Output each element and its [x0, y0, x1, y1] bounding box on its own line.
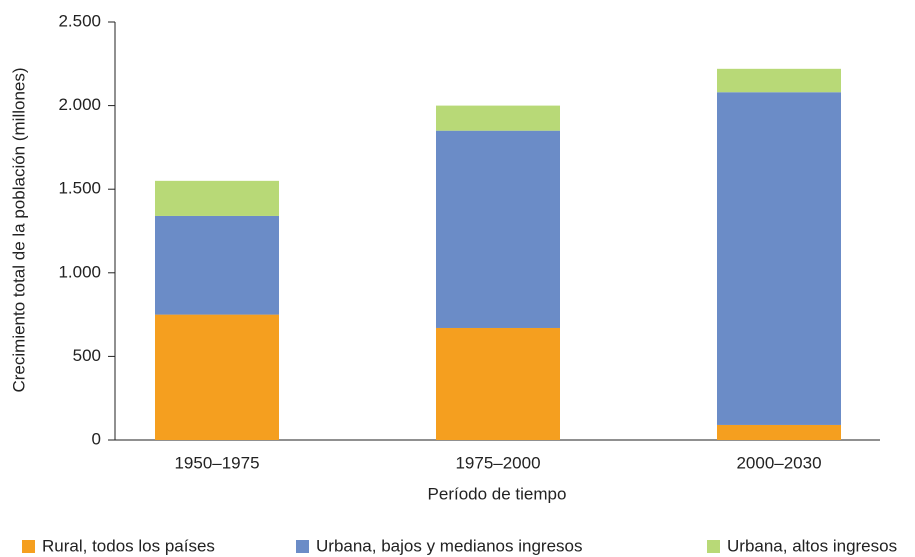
y-tick-label: 0 [92, 429, 101, 448]
legend-label: Urbana, altos ingresos [727, 536, 897, 555]
x-tick-label: 2000–2030 [736, 453, 821, 472]
y-tick-label: 2.500 [58, 11, 101, 30]
bar-segment [436, 105, 560, 131]
x-axis-label: Período de tiempo [428, 484, 567, 503]
legend-swatch [707, 540, 720, 553]
bar-segment [155, 215, 279, 315]
bar-segment [436, 327, 560, 440]
legend-label: Rural, todos los países [42, 536, 215, 555]
bar-segment [717, 424, 841, 440]
legend-label: Urbana, bajos y medianos ingresos [316, 536, 582, 555]
y-tick-label: 1.000 [58, 262, 101, 281]
y-tick-label: 1.500 [58, 179, 101, 198]
y-tick-label: 500 [73, 346, 101, 365]
bar-segment [717, 92, 841, 425]
bar-segment [155, 314, 279, 440]
y-tick-label: 2.000 [58, 95, 101, 114]
legend-swatch [296, 540, 309, 553]
legend-swatch [22, 540, 35, 553]
y-axis-label: Crecimiento total de la población (millo… [9, 67, 28, 392]
bar-segment [155, 180, 279, 216]
bar-segment [717, 68, 841, 93]
x-tick-label: 1950–1975 [174, 453, 259, 472]
x-tick-label: 1975–2000 [455, 453, 540, 472]
bar-segment [436, 130, 560, 328]
